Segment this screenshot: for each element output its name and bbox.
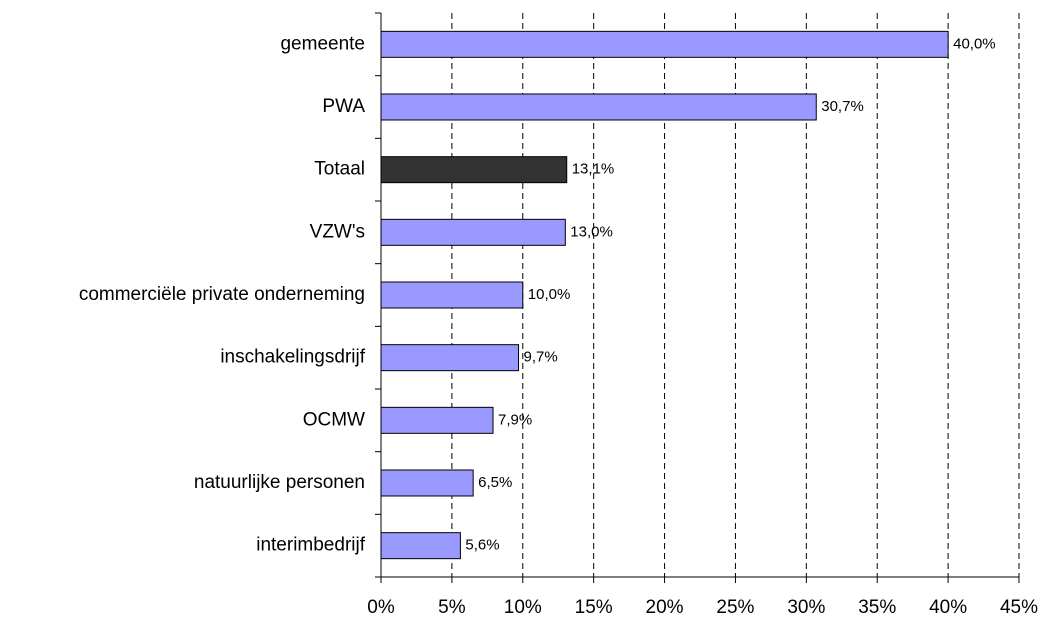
y-tick-label: inschakelingsdrijf <box>220 347 365 368</box>
y-tick-label: commerciële private onderneming <box>79 284 365 305</box>
bar <box>380 93 817 121</box>
bar <box>380 281 524 309</box>
y-tick-label: Totaal <box>314 159 365 180</box>
bar <box>380 156 568 184</box>
value-label: 30,7% <box>821 98 864 115</box>
x-tick-label: 10% <box>504 597 542 618</box>
value-label: 7,9% <box>498 411 532 428</box>
x-tick-label: 5% <box>438 597 466 618</box>
x-tick-label: 45% <box>1000 597 1038 618</box>
bar <box>380 469 474 497</box>
y-tick-label: PWA <box>322 96 365 117</box>
x-tick-label: 25% <box>716 597 754 618</box>
bar <box>380 344 520 372</box>
value-label: 6,5% <box>478 474 512 491</box>
bar <box>380 532 461 560</box>
bar <box>380 30 949 58</box>
x-tick-label: 30% <box>787 597 825 618</box>
x-tick-label: 0% <box>367 597 395 618</box>
y-tick-label: interimbedrijf <box>256 535 365 556</box>
value-label: 10,0% <box>528 286 571 303</box>
bar <box>380 218 566 246</box>
x-tick-label: 20% <box>646 597 684 618</box>
value-label: 13,1% <box>572 161 615 178</box>
x-tick-label: 40% <box>929 597 967 618</box>
value-label: 40,0% <box>953 35 996 52</box>
y-tick-label: natuurlijke personen <box>194 472 365 493</box>
y-tick-label: gemeente <box>280 33 365 54</box>
x-tick-label: 35% <box>858 597 896 618</box>
value-label: 5,6% <box>465 537 499 554</box>
y-tick-label: OCMW <box>303 409 365 430</box>
y-tick-label: VZW's <box>310 221 365 242</box>
value-label: 9,7% <box>524 349 558 366</box>
value-label: 13,0% <box>570 223 613 240</box>
bar <box>380 406 494 434</box>
x-tick-label: 15% <box>575 597 613 618</box>
